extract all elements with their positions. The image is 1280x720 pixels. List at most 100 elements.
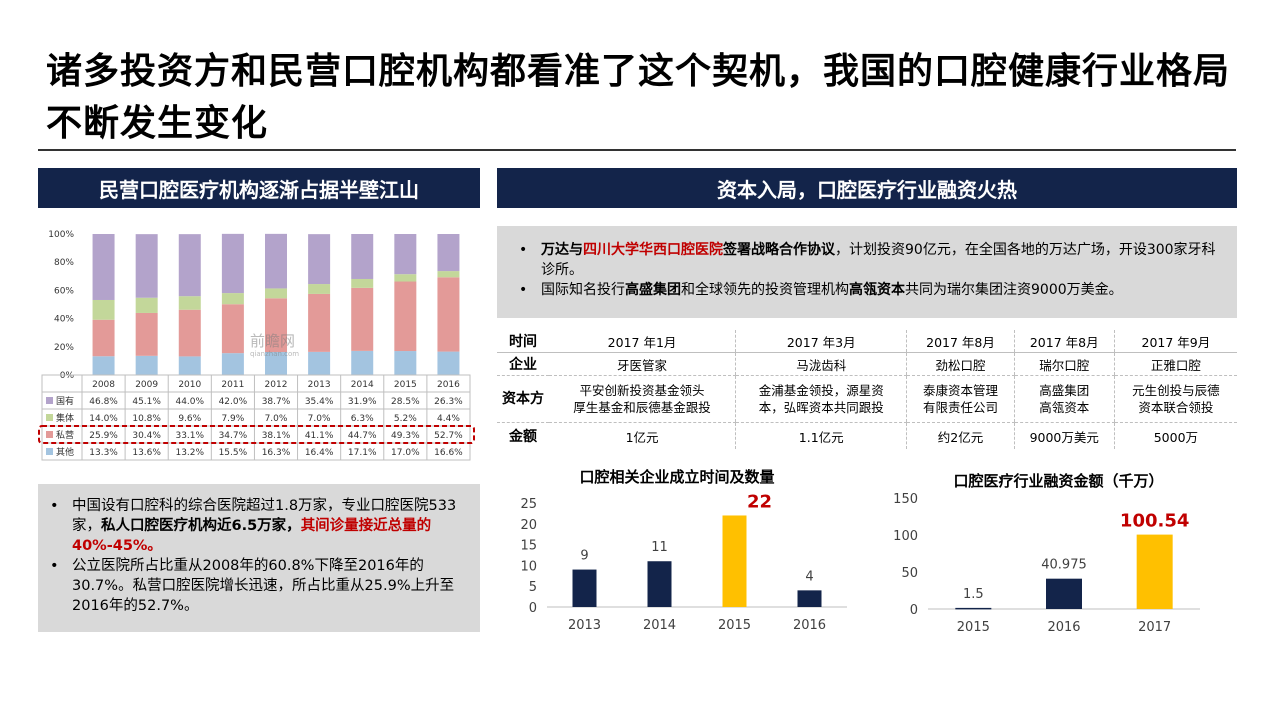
- stacked-bar-segment: [221, 233, 244, 294]
- stacked-bar-segment: [265, 233, 287, 289]
- page-title: 诸多投资方和民营口腔机构都看准了这个契机，我国的口腔健康行业格局不断发生变化: [46, 51, 1231, 144]
- data-label: 17.1%: [348, 448, 377, 458]
- stacked-bar-segment: [178, 234, 201, 297]
- data-label: 15.5%: [219, 448, 248, 458]
- data-label: 7.0%: [308, 414, 331, 424]
- legend-swatch: [46, 414, 53, 421]
- stacked-bar-segment: [92, 299, 115, 320]
- x-tick-label: 2013: [308, 380, 331, 390]
- data-label: 49.3%: [391, 431, 420, 441]
- data-label: 25.9%: [89, 431, 118, 441]
- financing-chart-title: 口腔医疗行业融资金额（千万）: [953, 472, 1164, 490]
- y-tick-label: 20%: [54, 343, 74, 353]
- bullet-text: 其间诊量接近总量的40%-45%。: [72, 518, 432, 554]
- deal-investors: 高盛集团 高瓴资本: [1013, 375, 1115, 423]
- bullet-text: 万达与: [541, 242, 583, 258]
- deal-amount: 约2亿元: [906, 422, 1015, 449]
- x-tick-label: 2016: [437, 380, 460, 390]
- y-tick-label: 80%: [54, 258, 74, 268]
- highlight-row-frame: [38, 425, 475, 444]
- data-label: 14.0%: [89, 414, 118, 424]
- row-header-amount: 金额: [509, 429, 537, 445]
- watermark-text: 前瞻网: [250, 332, 295, 350]
- x-tick-label: 2013: [568, 618, 601, 633]
- data-label: 7.9%: [221, 414, 244, 424]
- table-row: 金额 1亿元 1.1亿元 约2亿元 9000万美元 5000万: [497, 422, 1237, 449]
- bullet-text: 四川大学华西口腔医院: [583, 242, 723, 258]
- investor-line: 本，弘晖资本共同跟投: [758, 400, 884, 415]
- stacked-bar-segment: [92, 319, 115, 357]
- data-label: 41.1%: [305, 431, 334, 441]
- legend-swatch: [46, 448, 53, 455]
- deal-time: 2017 年8月: [906, 330, 1015, 353]
- stacked-bar-segment: [351, 234, 374, 279]
- bullet-item: 国际知名投行高盛集团和全球领先的投资管理机构高瓴资本共同为瑞尔集团注资9000万…: [511, 280, 1223, 300]
- investor-line: 高瓴资本: [1039, 400, 1090, 415]
- data-label: 1.5: [963, 587, 984, 602]
- bar: [955, 607, 992, 610]
- data-label: 6.3%: [351, 414, 374, 424]
- y-tick-label: 40%: [54, 315, 74, 325]
- stacked-bar-segment: [437, 277, 460, 352]
- table-row: 时间 2017 年1月 2017 年3月 2017 年8月 2017 年8月 2…: [497, 330, 1237, 353]
- stacked-bar-segment: [394, 281, 417, 352]
- data-label: 7.0%: [265, 414, 288, 424]
- x-tick-label: 2016: [1047, 620, 1080, 635]
- deal-investors: 泰康资本管理 有限责任公司: [906, 375, 1015, 423]
- bullet-text: 高盛集团: [625, 282, 681, 298]
- y-tick-label: 150: [893, 492, 918, 507]
- stacked-bar-segment: [394, 274, 417, 282]
- stacked-bar-segment: [265, 352, 287, 375]
- stacked-bar-segment: [437, 234, 460, 272]
- investor-line: 厚生基金和辰德基金跟投: [573, 400, 711, 415]
- x-tick-label: 2015: [394, 380, 417, 390]
- legend-label: 私营: [56, 429, 74, 441]
- data-label: 38.1%: [262, 431, 291, 441]
- y-tick-label: 10: [520, 559, 537, 574]
- data-label: 44.0%: [175, 397, 204, 407]
- y-tick-label: 60%: [54, 286, 74, 296]
- bullet-item: 万达与四川大学华西口腔医院签署战略合作协议，计划投资90亿元，在全国各地的万达广…: [511, 240, 1223, 280]
- data-label: 16.3%: [262, 448, 291, 458]
- data-label: 17.0%: [391, 448, 420, 458]
- financing-amount-chart: 0 50 100 150 1.5 2015 40.975 2016 100.54 2017: [893, 492, 1200, 635]
- data-label: 10.8%: [132, 414, 161, 424]
- stacked-bar-segment: [308, 293, 331, 352]
- data-label: 33.1%: [175, 431, 204, 441]
- right-section-banner: 资本入局，口腔医疗行业融资火热: [497, 168, 1237, 208]
- stacked-bar-segment: [221, 353, 244, 375]
- investor-line: 元生创投与辰德: [1132, 383, 1220, 398]
- x-tick-label: 2016: [793, 618, 826, 633]
- data-label: 26.3%: [434, 397, 463, 407]
- y-tick-label: 0: [910, 603, 918, 618]
- x-tick-label: 2008: [92, 380, 115, 390]
- bullet-text: 和全球领先的投资管理机构: [681, 282, 849, 298]
- financing-deals-table: 时间 2017 年1月 2017 年3月 2017 年8月 2017 年8月 2…: [497, 330, 1237, 449]
- y-tick-label: 20: [520, 518, 537, 533]
- data-label: 11: [651, 540, 668, 555]
- stacked-bar-segment: [221, 293, 244, 305]
- y-tick-label: 100%: [48, 230, 74, 240]
- deal-amount: 9000万美元: [1013, 422, 1115, 449]
- x-tick-label: 2017: [1138, 620, 1171, 635]
- deal-company: 劲松口腔: [906, 352, 1015, 376]
- title-divider: [38, 149, 1236, 151]
- deal-investors: 金浦基金领投，源星资 本，弘晖资本共同跟投: [735, 375, 907, 423]
- deal-time: 2017 年1月: [549, 330, 736, 353]
- bullet-text: 公立医院所占比重从2008年的60.8%下降至2016年的30.7%。私营口腔医…: [72, 558, 455, 614]
- deal-company: 正雅口腔: [1113, 352, 1237, 376]
- stacked-bar-segment: [351, 287, 374, 351]
- legend-label: 集体: [56, 412, 74, 424]
- bar: [647, 561, 672, 607]
- y-tick-label: 0%: [60, 371, 75, 381]
- data-label: 16.4%: [305, 448, 334, 458]
- watermark-url: qianzhan.com: [250, 350, 299, 358]
- stacked-bar-segment: [265, 298, 287, 353]
- data-label: 34.7%: [219, 431, 248, 441]
- table-row: 资本方 平安创新投资基金领头 厚生基金和辰德基金跟投 金浦基金领投，源星资 本，弘晖…: [497, 375, 1237, 423]
- stacked-bar-segment: [351, 278, 374, 288]
- deal-time: 2017 年3月: [735, 330, 907, 353]
- data-label: 40.975: [1041, 558, 1087, 573]
- bullet-item: 公立医院所占比重从2008年的60.8%下降至2016年的30.7%。私营口腔医…: [42, 556, 472, 616]
- bar: [1136, 534, 1173, 609]
